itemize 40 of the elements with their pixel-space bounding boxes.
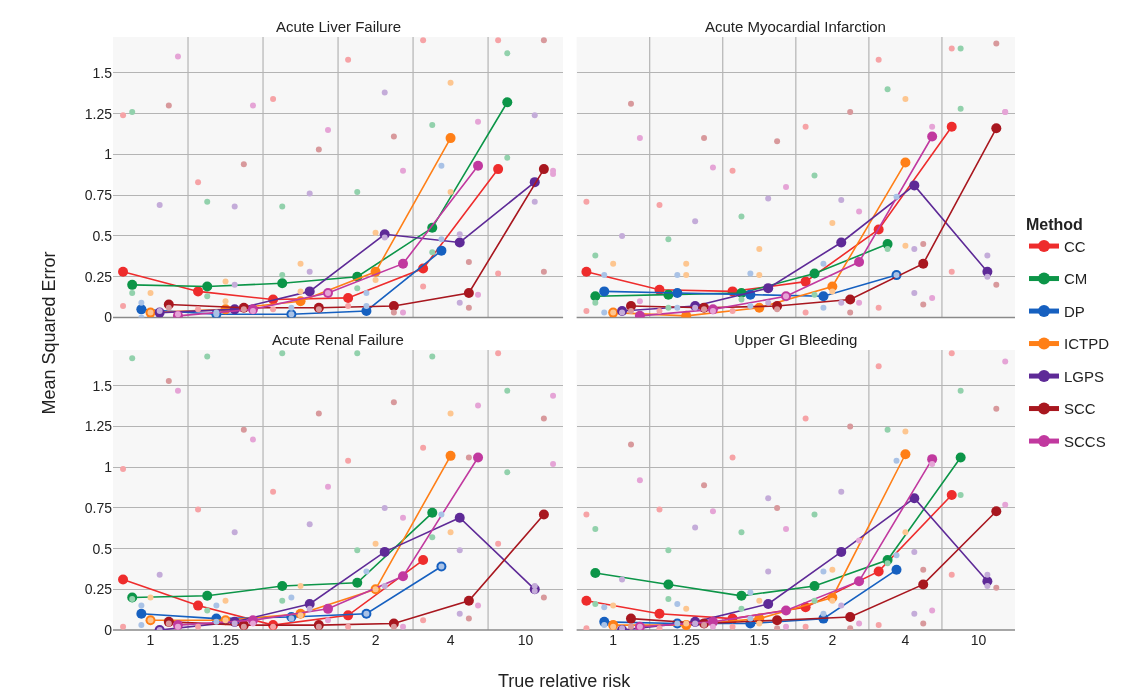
y-tick-label: 0.75 [84,499,113,516]
chart-title: Acute Liver Failure [276,18,402,35]
y-tick-label: 1.25 [84,105,113,122]
y-tick-label: 1.25 [84,418,113,435]
legend-label: DP [1064,302,1085,320]
legend-label: LGPS [1064,367,1105,385]
y-tick-label: 0.25 [84,268,113,285]
y-axis-title: Mean Squared Error [38,251,59,415]
x-tick-label: 1.5 [290,632,311,648]
legend-label: CM [1064,270,1088,288]
x-tick-label: 1.25 [211,632,240,648]
chart-title: Acute Myocardial Infarction [705,18,886,35]
y-tick-label: 1 [104,146,113,163]
y-tick-label: 0.5 [92,540,113,557]
chart-title: Upper GI Bleeding [734,331,858,348]
x-axis-title: True relative risk [498,671,632,691]
x-tick-label: 1 [146,632,155,648]
x-tick-label: 1.5 [749,632,770,648]
y-tick-label: 0 [104,309,113,326]
legend-title: Method [1026,215,1083,233]
chart-title: Acute Renal Failure [272,331,404,348]
y-tick-label: 1 [104,459,113,476]
y-tick-label: 0.75 [84,187,113,204]
y-tick-label: 1.5 [92,64,113,81]
x-tick-label: 2 [371,632,380,648]
y-tick-label: 0.25 [84,581,113,598]
legend-label: ICTPD [1064,335,1110,353]
x-tick-label: 4 [446,632,455,648]
y-tick-label: 0 [104,621,113,638]
legend-label: SCCS [1064,432,1106,450]
x-tick-label: 2 [828,632,837,648]
x-tick-label: 1.25 [672,632,701,648]
y-tick-label: 1.5 [92,377,113,394]
y-tick-label: 0.5 [92,227,113,244]
x-tick-label: 10 [517,632,534,648]
legend-label: CC [1064,237,1086,255]
x-tick-label: 4 [901,632,910,648]
x-tick-label: 10 [970,632,987,648]
x-tick-label: 1 [609,632,618,648]
legend-label: SCC [1064,400,1096,418]
